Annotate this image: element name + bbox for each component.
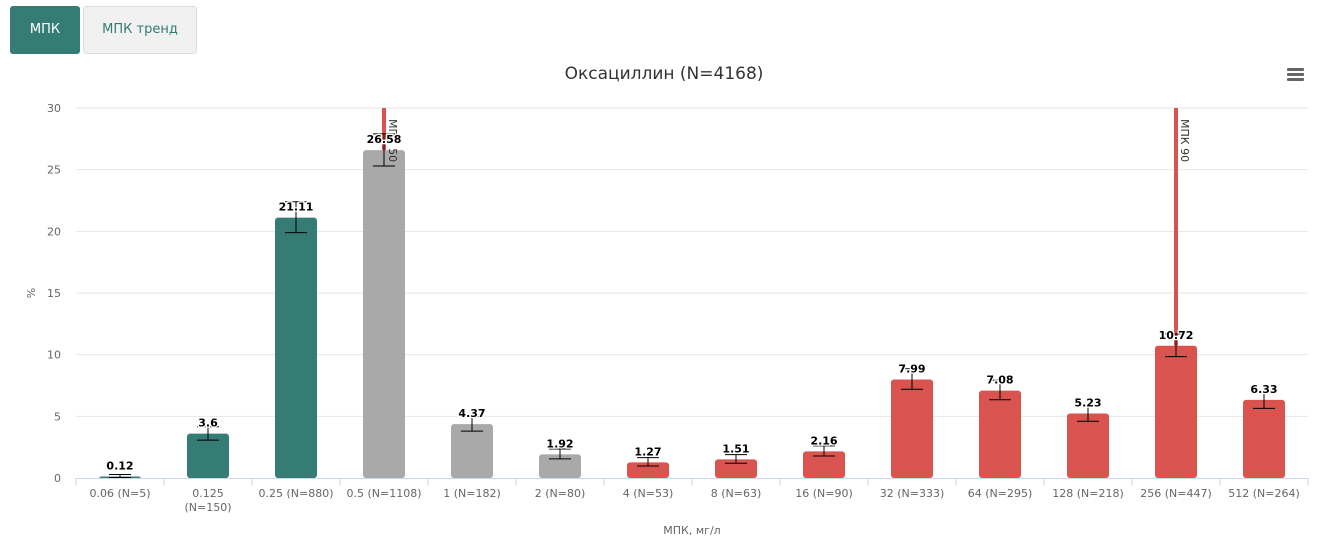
axes: 0 5 10 15 20 25 30 0.06 (N=5) 0.125(N=150) 0.25 (… bbox=[47, 102, 1309, 514]
x-tick-label: (N=150) bbox=[184, 501, 231, 514]
mic-reference-label: МПК 90 bbox=[1178, 119, 1191, 162]
bar bbox=[1067, 413, 1109, 478]
data-label: 10.72 bbox=[1159, 329, 1194, 342]
y-tick-label: 0 bbox=[54, 472, 61, 485]
x-tick-label: 0.25 (N=880) bbox=[258, 487, 333, 500]
data-label: 4.37 bbox=[458, 407, 485, 420]
y-tick-label: 15 bbox=[47, 287, 61, 300]
y-axis-title: % bbox=[25, 288, 38, 298]
grid-lines bbox=[76, 107, 1308, 417]
x-tick-label: 1 (N=182) bbox=[443, 487, 501, 500]
data-label: 1.92 bbox=[546, 437, 573, 450]
y-tick-label: 10 bbox=[47, 349, 61, 362]
bar bbox=[715, 459, 757, 478]
x-tick-label: 0.06 (N=5) bbox=[89, 487, 150, 500]
bar bbox=[539, 454, 581, 478]
data-label: 21.11 bbox=[279, 201, 314, 214]
bar bbox=[363, 150, 405, 478]
y-tick-label: 5 bbox=[54, 410, 61, 423]
reference-lines: МПК 50 МПК 90 bbox=[382, 108, 1191, 346]
x-tick-label: 0.125 bbox=[192, 487, 224, 500]
hamburger-menu-icon[interactable] bbox=[1287, 68, 1307, 86]
data-label: 5.23 bbox=[1074, 396, 1101, 409]
data-labels: 0.12 3.6 21.11 26.58 4.37 1.92 1.27 1.51 2.16 7.9… bbox=[105, 132, 1279, 474]
data-label: 2.16 bbox=[810, 434, 837, 447]
x-tick-label: 32 (N=333) bbox=[880, 487, 945, 500]
tab-mic-trend[interactable]: МПК тренд bbox=[83, 6, 197, 54]
x-tick-label: 512 (N=264) bbox=[1228, 487, 1300, 500]
data-label: 26.58 bbox=[367, 133, 402, 146]
x-tick-label: 4 (N=53) bbox=[623, 487, 674, 500]
x-axis-title: МПК, мг/л bbox=[663, 524, 720, 537]
x-tick-label: 0.5 (N=1108) bbox=[346, 487, 421, 500]
bar bbox=[451, 424, 493, 478]
data-label: 7.99 bbox=[898, 362, 925, 375]
bar bbox=[979, 390, 1021, 478]
data-label: 7.08 bbox=[986, 374, 1013, 387]
bar bbox=[187, 433, 229, 478]
x-tick-label: 8 (N=63) bbox=[711, 487, 762, 500]
bar bbox=[275, 217, 317, 479]
bar bbox=[1243, 399, 1285, 478]
x-tick-label: 256 (N=447) bbox=[1140, 487, 1212, 500]
x-tick-label: 2 (N=80) bbox=[535, 487, 586, 500]
x-tick-label: 128 (N=218) bbox=[1052, 487, 1124, 500]
y-tick-label: 20 bbox=[47, 225, 61, 238]
data-label: 6.33 bbox=[1250, 383, 1277, 396]
tab-mic[interactable]: МПК bbox=[10, 6, 80, 54]
bars bbox=[99, 150, 1285, 479]
data-label: 0.12 bbox=[106, 460, 133, 473]
data-label: 3.6 bbox=[198, 417, 218, 430]
y-tick-label: 30 bbox=[47, 102, 61, 115]
bar bbox=[891, 379, 933, 478]
x-tick-label: 64 (N=295) bbox=[968, 487, 1033, 500]
bar bbox=[1155, 345, 1197, 478]
x-tick-label: 16 (N=90) bbox=[795, 487, 853, 500]
data-label: 1.51 bbox=[722, 442, 749, 455]
mic-reference-label: МПК 50 bbox=[386, 119, 399, 162]
data-label: 1.27 bbox=[634, 445, 661, 458]
error-bars bbox=[109, 133, 1275, 479]
tab-bar: МПК МПК тренд bbox=[10, 6, 197, 54]
y-tick-label: 25 bbox=[47, 164, 61, 177]
bar bbox=[803, 451, 845, 478]
chart-title: Оксациллин (N=4168) bbox=[565, 64, 764, 84]
